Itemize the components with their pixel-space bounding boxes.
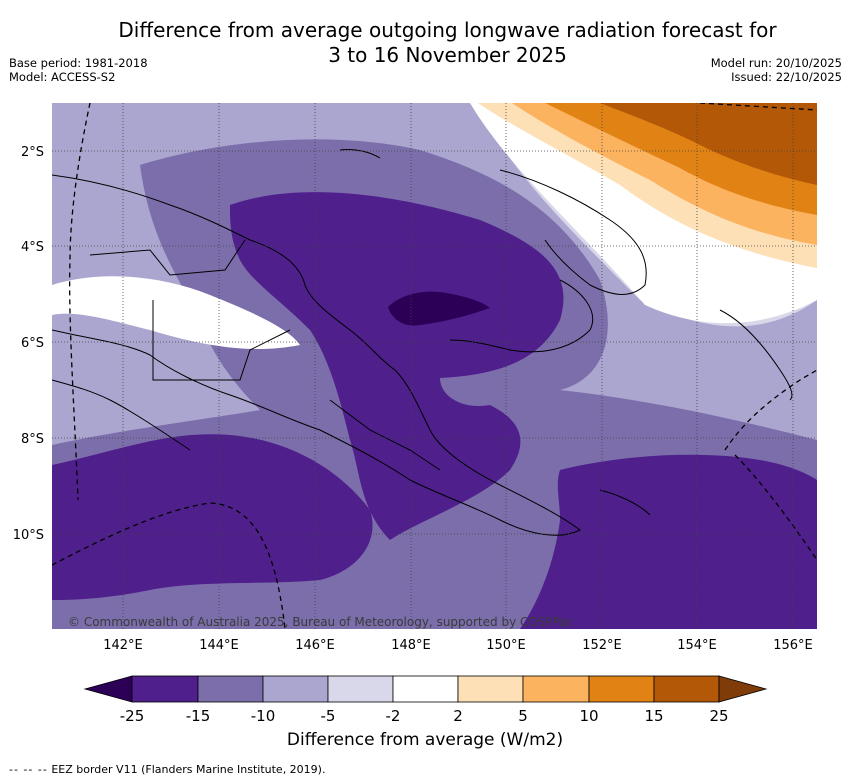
colorbar-swatch-5 xyxy=(392,675,459,703)
lon-label-156e: 156°E xyxy=(773,638,813,653)
png-mainland-outline xyxy=(52,174,581,536)
colorbar-tick-3: -5 xyxy=(321,707,336,725)
title-line-2: 3 to 16 November 2025 xyxy=(328,43,567,67)
map-title: Difference from average outgoing longwav… xyxy=(80,18,815,68)
colorbar-swatch-3 xyxy=(262,675,329,703)
coastlines xyxy=(52,149,793,536)
lat-label-10s: 10°S xyxy=(13,528,44,543)
copyright-text: © Commonwealth of Australia 2025, Bureau… xyxy=(68,615,573,629)
colorbar-swatch-9 xyxy=(653,675,720,703)
lat-label-6s: 6°S xyxy=(21,336,44,351)
model-run: Model run: 20/10/2025 xyxy=(710,56,842,70)
south-coast xyxy=(52,379,191,451)
bougainville-coast xyxy=(719,309,793,401)
colorbar-tick-6: 5 xyxy=(518,707,528,725)
contour-minus25-sw xyxy=(52,434,373,600)
colorbar-tick-4: -2 xyxy=(386,707,401,725)
lat-label-2s: 2°S xyxy=(21,145,44,160)
colorbar-max-extend xyxy=(718,675,768,703)
lon-label-150e: 150°E xyxy=(486,638,526,653)
eez-dash-symbol: -- -- -- xyxy=(9,763,48,776)
colorbar-swatch-2 xyxy=(197,675,264,703)
lat-label-8s: 8°S xyxy=(21,432,44,447)
eez-legend: -- -- -- EEZ border V11 (Flanders Marine… xyxy=(9,763,325,776)
eez-southeast xyxy=(734,454,817,561)
new-ireland-coast xyxy=(499,169,647,295)
lon-label-148e: 148°E xyxy=(391,638,431,653)
eez-east xyxy=(724,369,817,451)
colorbar-swatch-4 xyxy=(327,675,394,703)
islands-se xyxy=(599,489,651,516)
model-name: Model: ACCESS-S2 xyxy=(9,70,116,84)
eez-northeast xyxy=(699,103,817,111)
map-panel xyxy=(52,103,817,629)
lon-label-154e: 154°E xyxy=(677,638,717,653)
lon-label-152e: 152°E xyxy=(582,638,622,653)
base-period: Base period: 1981-2018 xyxy=(9,56,148,70)
colorbar-tick-8: 15 xyxy=(644,707,663,725)
colorbar-min-extend xyxy=(83,675,133,703)
contour-neutral-w xyxy=(52,276,300,350)
title-line-1: Difference from average outgoing longwav… xyxy=(118,18,777,42)
lon-label-146e: 146°E xyxy=(295,638,335,653)
colorbar-swatch-8 xyxy=(588,675,655,703)
issued-date: Issued: 22/10/2025 xyxy=(731,70,842,84)
eez-south xyxy=(52,502,286,629)
colorbar-swatch-6 xyxy=(457,675,524,703)
colorbar-ticks: -25 -15 -10 -5 -2 2 5 10 15 25 xyxy=(120,707,729,725)
meta-right: Model run: 20/10/2025 Issued: 22/10/2025 xyxy=(711,56,842,84)
colorbar-tick-2: -10 xyxy=(251,707,276,725)
colorbar-tick-9: 25 xyxy=(709,707,728,725)
lon-label-142e: 142°E xyxy=(103,638,143,653)
eez-legend-text: EEZ border V11 (Flanders Marine Institut… xyxy=(51,763,326,776)
contour-extreme-core xyxy=(388,291,490,326)
contour-plus15 xyxy=(600,103,817,185)
contour-minus25-north xyxy=(230,192,564,541)
lon-label-144e: 144°E xyxy=(199,638,239,653)
contour-minus25-se xyxy=(520,454,817,629)
lat-labels: 2°S 4°S 6°S 8°S 10°S xyxy=(13,145,44,543)
colorbar-tick-7: 10 xyxy=(579,707,598,725)
province-border-1 xyxy=(152,300,291,381)
lon-labels: 142°E 144°E 146°E 148°E 150°E 152°E 154°… xyxy=(103,638,813,653)
province-border-2 xyxy=(89,239,246,276)
eez-west xyxy=(68,103,91,501)
gridlines xyxy=(52,103,817,629)
colorbar xyxy=(83,675,768,703)
contour-neutral-ne xyxy=(470,103,817,324)
province-border-3 xyxy=(329,399,441,471)
lat-label-4s: 4°S xyxy=(21,240,44,255)
colorbar-swatch-1 xyxy=(131,675,199,703)
eez-borders xyxy=(52,103,817,629)
colorbar-swatch-7 xyxy=(522,675,590,703)
meta-left: Base period: 1981-2018 Model: ACCESS-S2 xyxy=(9,56,148,84)
new-britain-coast xyxy=(449,279,594,353)
colorbar-tick-1: -15 xyxy=(186,707,211,725)
colorbar-tick-0: -25 xyxy=(120,707,145,725)
colorbar-label: Difference from average (W/m2) xyxy=(286,730,564,750)
colorbar-tick-5: 2 xyxy=(453,707,463,725)
